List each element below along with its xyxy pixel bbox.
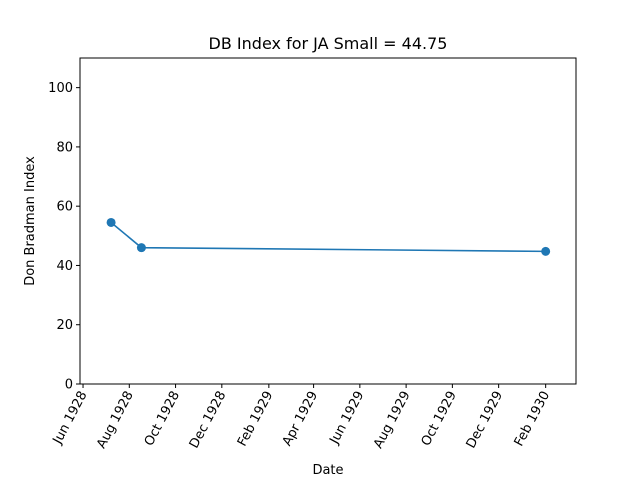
x-axis-label: Date — [312, 463, 343, 478]
x-tick-label: Dec 1929 — [464, 389, 507, 451]
x-tick-label: Oct 1929 — [419, 389, 460, 449]
y-axis-label: Don Bradman Index — [23, 156, 38, 286]
series-line — [110, 221, 546, 253]
data-point — [106, 217, 116, 227]
x-tick-label: Aug 1929 — [371, 389, 414, 451]
x-tick-label: Apr 1929 — [280, 389, 321, 449]
x-tick-label: Aug 1928 — [94, 389, 137, 451]
axes-frame — [79, 57, 577, 385]
x-tick-label: Feb 1930 — [512, 389, 554, 449]
data-point — [136, 243, 146, 253]
y-tick-label: 60 — [56, 200, 73, 215]
y-tick-label: 0 — [65, 378, 73, 393]
y-tick-label: 100 — [48, 81, 73, 96]
chart-title: DB Index for JA Small = 44.75 — [209, 34, 448, 53]
series-layer — [106, 217, 551, 256]
x-axis: Jun 1928 Aug 1928 Oct 1928 Dec 1928 Feb 1929… — [50, 384, 553, 451]
x-tick-label: Dec 1928 — [187, 389, 230, 451]
y-tick-label: 40 — [56, 259, 73, 274]
x-tick-label: Jun 1928 — [50, 389, 91, 448]
y-tick-label: 80 — [56, 140, 73, 155]
x-tick-label: Jun 1929 — [327, 389, 368, 448]
x-tick-label: Feb 1929 — [235, 389, 277, 449]
x-tick-label: Oct 1928 — [142, 389, 183, 449]
y-tick-label: 20 — [56, 318, 73, 333]
y-axis: 0 20 40 60 80 100 — [48, 81, 80, 393]
data-point — [541, 246, 551, 256]
